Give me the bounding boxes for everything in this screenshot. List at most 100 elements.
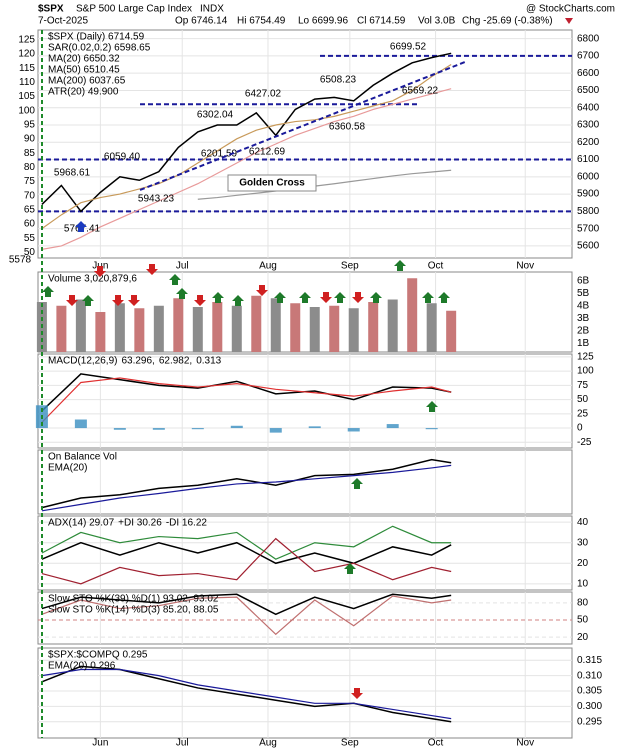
y-tick-label: 10 [577, 578, 589, 589]
legend-entry: MA(200) 6037.65 [48, 76, 126, 87]
legend-entry: $SPX:$COMPQ 0.295 [48, 650, 148, 661]
y-tick-label: 5900 [577, 189, 600, 200]
y-tick-label: 0.300 [577, 701, 602, 712]
price-annotation: 6212.69 [249, 147, 286, 158]
volume: Vol 3.0B [418, 16, 456, 27]
y-tick-label: 1B [577, 338, 590, 349]
price-annotation: 5578 [9, 255, 32, 266]
low: Lo 6699.96 [298, 16, 348, 27]
volume-bar [212, 302, 223, 352]
buy-arrow [351, 478, 363, 489]
legend-entry: $SPX (Daily) 6714.59 [48, 32, 145, 43]
volume-bar [270, 298, 281, 352]
x-tick-label: Nov [516, 261, 534, 272]
volume-bar [75, 299, 86, 352]
y2-tick-label: 70 [24, 190, 36, 201]
y-tick-label: 0.310 [577, 670, 602, 681]
y-tick-label: 75 [577, 380, 589, 391]
x-tick-label: Nov [516, 738, 534, 749]
buy-arrow [42, 286, 54, 297]
open: Op 6746.14 [175, 16, 228, 27]
y-tick-label: 3B [577, 313, 590, 324]
y2-tick-label: 100 [18, 105, 35, 116]
price-annotation: 6302.04 [197, 110, 234, 121]
series-line [41, 88, 452, 250]
series-line [197, 169, 452, 200]
volume-bar [153, 305, 164, 352]
volume-bar [95, 312, 106, 352]
y-tick-label: -25 [577, 437, 592, 448]
y-tick-label: 25 [577, 408, 589, 419]
series-line [41, 377, 452, 423]
x-tick-label: Aug [259, 738, 277, 749]
close: Cl 6714.59 [357, 16, 406, 27]
y2-tick-label: 50 [24, 247, 36, 258]
y-tick-label: 6400 [577, 102, 600, 113]
source: @ StockCharts.com [526, 4, 615, 15]
legend-entry: Slow STO %K(39) %D(1) 93.02, 93.02 [48, 594, 219, 605]
series-line [41, 52, 452, 213]
legend-entry: EMA(20) [48, 463, 87, 474]
y-tick-label: 2B [577, 325, 590, 336]
y-tick-label: 20 [577, 632, 589, 643]
buy-arrow [212, 292, 224, 303]
histogram-bar [113, 428, 126, 430]
price-annotation: 6508.23 [320, 75, 357, 86]
x-tick-label: Sep [341, 261, 359, 272]
panel-frame [37, 29, 573, 259]
histogram-bar [74, 419, 87, 429]
volume-bar [309, 307, 320, 352]
buy-arrow [169, 274, 181, 285]
sell-arrow [94, 266, 106, 277]
y-tick-label: 0.295 [577, 716, 602, 727]
legend-entry: SAR(0.02,0.2) 6598.65 [48, 43, 151, 54]
x-tick-label: Oct [428, 738, 444, 749]
sell-arrow [146, 264, 158, 275]
y2-tick-label: 55 [24, 233, 36, 244]
buy-arrow [422, 292, 434, 303]
y-tick-label: 6300 [577, 120, 600, 131]
x-tick-label: Sep [341, 738, 359, 749]
volume-bar [56, 305, 67, 352]
histogram-bar [230, 425, 243, 429]
y2-tick-label: 125 [18, 35, 35, 46]
y2-tick-label: 60 [24, 219, 36, 230]
sell-arrow [66, 295, 78, 306]
date: 7-Oct-2025 [38, 16, 88, 27]
y-tick-label: 4B [577, 300, 590, 311]
series-line [41, 64, 452, 230]
sell-arrow [194, 295, 206, 306]
sell-arrow [351, 688, 363, 699]
volume-bar [348, 308, 359, 352]
y2-tick-label: 85 [24, 148, 36, 159]
series-line [41, 593, 452, 616]
legend-entry: 63.296, [121, 356, 154, 367]
series-line [41, 541, 452, 565]
panel-frame [37, 647, 573, 739]
y-tick-label: 0.305 [577, 686, 602, 697]
legend-entry: MA(20) 6650.32 [48, 54, 120, 65]
volume-bar [446, 310, 457, 352]
y-tick-label: 6200 [577, 137, 600, 148]
price-annotation: 5968.61 [54, 168, 91, 179]
series-line [41, 464, 452, 512]
series-line [41, 537, 452, 585]
histogram-bar [269, 428, 282, 433]
series-line [41, 525, 452, 560]
buy-arrow [344, 563, 356, 574]
y-tick-label: 6600 [577, 68, 600, 79]
volume-bar [192, 307, 203, 352]
histogram-bar [152, 428, 165, 430]
golden-cross-box [227, 174, 317, 192]
y-tick-label: 5700 [577, 223, 600, 234]
buy-arrow [299, 292, 311, 303]
y-tick-label: 6800 [577, 33, 600, 44]
volume-bar [368, 302, 379, 352]
y2-tick-label: 95 [24, 120, 36, 131]
y-tick-label: 40 [577, 517, 589, 528]
series-line [41, 668, 452, 720]
buy-arrow [438, 292, 450, 303]
x-tick-label: Jul [176, 738, 189, 749]
panel-frame [37, 271, 573, 353]
